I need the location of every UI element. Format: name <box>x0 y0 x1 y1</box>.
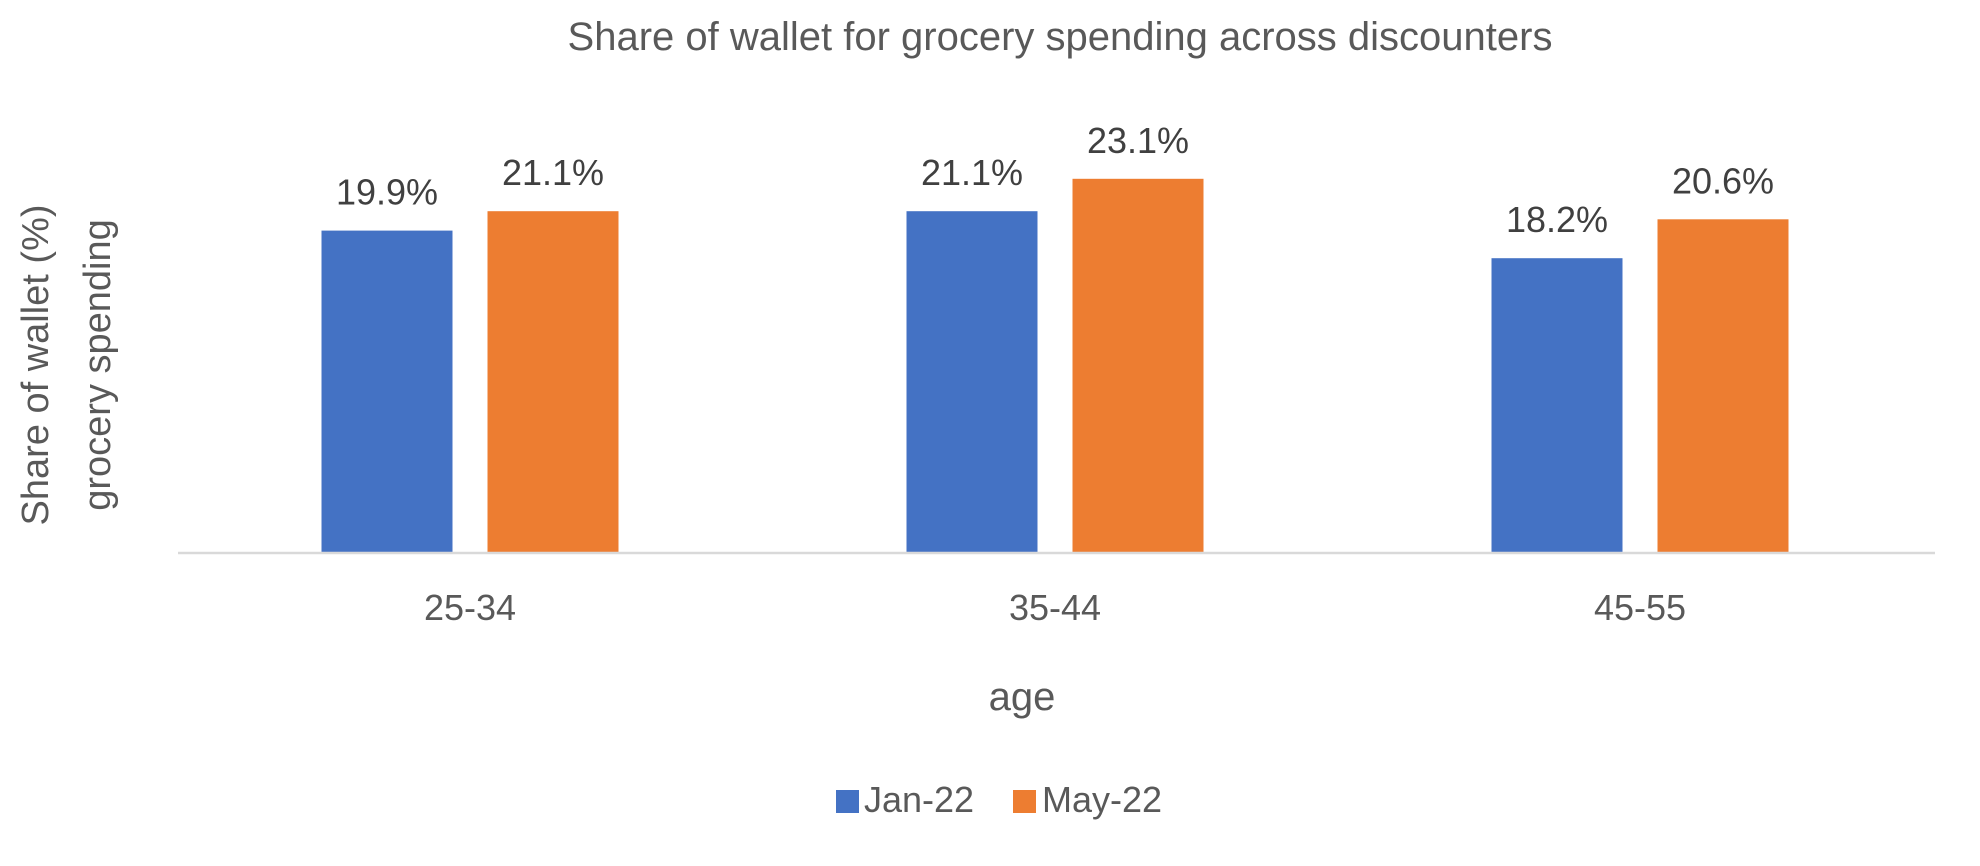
y-axis-label-line-2: grocery spending <box>77 219 119 511</box>
data-label-jan-22-25-34: 19.9% <box>336 172 438 213</box>
bar-jan-22-35-44 <box>906 211 1038 553</box>
legend-swatch-jan-22 <box>836 790 859 813</box>
chart-title: Share of wallet for grocery spending acr… <box>568 15 1553 59</box>
x-axis-label: age <box>989 675 1056 719</box>
x-tick-labels-layer: 25-34 35-44 45-55 <box>424 587 1686 628</box>
y-axis-label-group: Share of wallet (%) grocery spending <box>15 204 119 525</box>
legend-label-may-22: May-22 <box>1042 779 1162 820</box>
x-tick-label-35-44: 35-44 <box>1009 587 1101 628</box>
bar-may-22-25-34 <box>487 211 619 553</box>
x-tick-label-25-34: 25-34 <box>424 587 516 628</box>
data-label-jan-22-35-44: 21.1% <box>921 152 1023 193</box>
data-label-may-22-45-55: 20.6% <box>1672 160 1774 201</box>
bar-jan-22-25-34 <box>321 230 453 553</box>
data-label-may-22-35-44: 23.1% <box>1087 120 1189 161</box>
data-labels-layer: 19.9% 21.1% 18.2% 21.1% 23.1% 20.6% <box>336 120 1774 240</box>
data-label-may-22-25-34: 21.1% <box>502 152 604 193</box>
data-label-jan-22-45-55: 18.2% <box>1506 199 1608 240</box>
bars-layer <box>321 178 1789 554</box>
legend-label-jan-22: Jan-22 <box>864 779 974 820</box>
bar-jan-22-45-55 <box>1491 258 1623 553</box>
bar-may-22-35-44 <box>1072 178 1204 554</box>
bar-may-22-45-55 <box>1657 219 1789 554</box>
legend: Jan-22 May-22 <box>836 779 1162 820</box>
x-tick-label-45-55: 45-55 <box>1594 587 1686 628</box>
y-axis-label-line-1: Share of wallet (%) <box>15 204 57 525</box>
legend-swatch-may-22 <box>1013 790 1036 813</box>
